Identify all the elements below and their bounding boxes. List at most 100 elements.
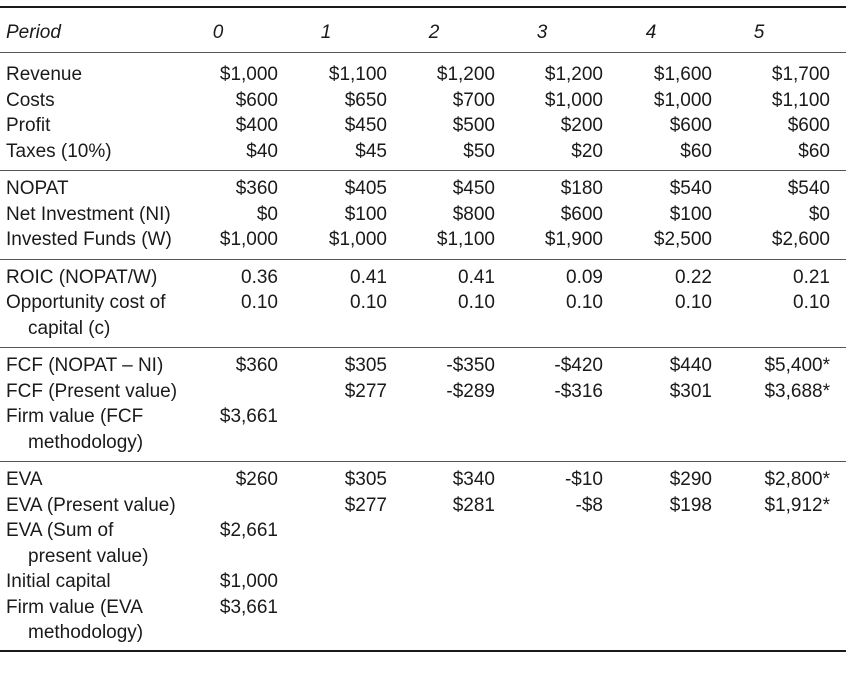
value-cell: $100: [669, 203, 712, 225]
value-cell: $60: [680, 140, 712, 162]
value-cell: $1,600: [653, 64, 712, 85]
group-rule-1: [0, 170, 846, 171]
value-cell: $360: [235, 355, 278, 376]
row-label: Costs: [6, 89, 55, 111]
value-cell: $340: [452, 469, 495, 490]
value-cell: -$289: [446, 380, 495, 402]
value-cell: -$316: [554, 380, 603, 402]
value-cell: $700: [452, 89, 495, 111]
value-cell: 0.22: [675, 266, 712, 288]
row-label: capital (c): [28, 317, 111, 339]
period-header-label: Period: [6, 22, 61, 43]
value-cell: $50: [463, 140, 495, 162]
value-cell: 0.21: [793, 266, 830, 288]
value-cell: $1,000: [544, 89, 603, 111]
value-cell: $2,500: [653, 229, 712, 250]
row-label: EVA (Present value): [6, 494, 176, 516]
value-cell: 0.10: [350, 292, 387, 313]
row-label: Invested Funds (W): [6, 229, 172, 250]
value-cell: $1,200: [436, 64, 495, 85]
value-cell: $440: [669, 355, 712, 376]
row-label: NOPAT: [6, 178, 69, 199]
value-cell: $200: [560, 115, 603, 136]
value-cell: $60: [798, 140, 830, 162]
value-cell: $260: [235, 469, 278, 490]
row-label: Revenue: [6, 64, 83, 85]
value-cell: $600: [669, 115, 712, 136]
header-rule: [0, 52, 846, 53]
period-header-3: 3: [536, 22, 548, 43]
value-cell: $1,000: [219, 571, 278, 592]
value-cell: $40: [246, 140, 278, 162]
row-label: ROIC (NOPAT/W): [6, 266, 158, 288]
value-cell: $5,400*: [764, 355, 830, 376]
value-cell: 0.10: [458, 292, 495, 313]
row-label: EVA (Sum of: [6, 520, 114, 541]
value-cell: $600: [235, 89, 278, 111]
value-cell: $277: [344, 380, 387, 402]
group-rule-3: [0, 347, 846, 348]
value-cell: $1,000: [219, 64, 278, 85]
value-cell: $1,100: [436, 229, 495, 250]
value-cell: $0: [808, 203, 830, 225]
row-label: Opportunity cost of: [6, 292, 166, 313]
value-cell: $800: [452, 203, 495, 225]
value-cell: $3,661: [219, 596, 278, 618]
row-label: present value): [28, 545, 149, 567]
top-rule: [0, 6, 846, 8]
row-label: methodology): [28, 622, 144, 643]
value-cell: $1,100: [328, 64, 387, 85]
value-cell: $405: [344, 178, 387, 199]
row-label: Net Investment (NI): [6, 203, 171, 225]
bottom-rule: [0, 649, 846, 652]
value-cell: 0.41: [458, 266, 495, 288]
value-cell: $2,800*: [764, 469, 830, 490]
value-cell: $400: [235, 115, 278, 136]
row-label: FCF (NOPAT – NI): [6, 355, 164, 376]
row-label: Profit: [6, 115, 51, 136]
value-cell: $540: [669, 178, 712, 199]
value-cell: $1,912*: [764, 494, 830, 516]
value-cell: -$420: [554, 355, 603, 376]
value-cell: $450: [452, 178, 495, 199]
row-label: Firm value (FCF: [6, 406, 144, 427]
value-cell: $650: [344, 89, 387, 111]
value-cell: $198: [669, 494, 712, 516]
value-cell: $2,661: [219, 520, 278, 541]
value-cell: $600: [787, 115, 830, 136]
row-label: EVA: [6, 469, 43, 490]
value-cell: $277: [344, 494, 387, 516]
row-label: Initial capital: [6, 571, 111, 592]
value-cell: $100: [344, 203, 387, 225]
value-cell: $600: [560, 203, 603, 225]
value-cell: $500: [452, 115, 495, 136]
value-cell: $290: [669, 469, 712, 490]
value-cell: 0.10: [241, 292, 278, 313]
row-label: FCF (Present value): [6, 380, 178, 402]
value-cell: $1,700: [771, 64, 830, 85]
value-cell: $0: [256, 203, 278, 225]
value-cell: 0.10: [566, 292, 603, 313]
value-cell: 0.10: [793, 292, 830, 313]
value-cell: $1,000: [219, 229, 278, 250]
value-cell: $301: [669, 380, 712, 402]
value-cell: -$10: [564, 469, 603, 490]
value-cell: $1,000: [653, 89, 712, 111]
value-cell: $360: [235, 178, 278, 199]
value-cell: $1,200: [544, 64, 603, 85]
value-cell: 0.41: [350, 266, 387, 288]
value-cell: 0.09: [566, 266, 603, 288]
value-cell: $305: [344, 355, 387, 376]
row-label: methodology): [28, 431, 144, 453]
value-cell: $2,600: [771, 229, 830, 250]
period-header-2: 2: [428, 22, 440, 43]
value-cell: $305: [344, 469, 387, 490]
period-header-0: 0: [212, 22, 224, 43]
value-cell: $1,100: [771, 89, 830, 111]
value-cell: $180: [560, 178, 603, 199]
value-cell: -$8: [575, 494, 603, 516]
row-label: Firm value (EVA: [6, 596, 143, 618]
value-cell: $3,688*: [764, 380, 830, 402]
group-rule-2: [0, 258, 846, 260]
